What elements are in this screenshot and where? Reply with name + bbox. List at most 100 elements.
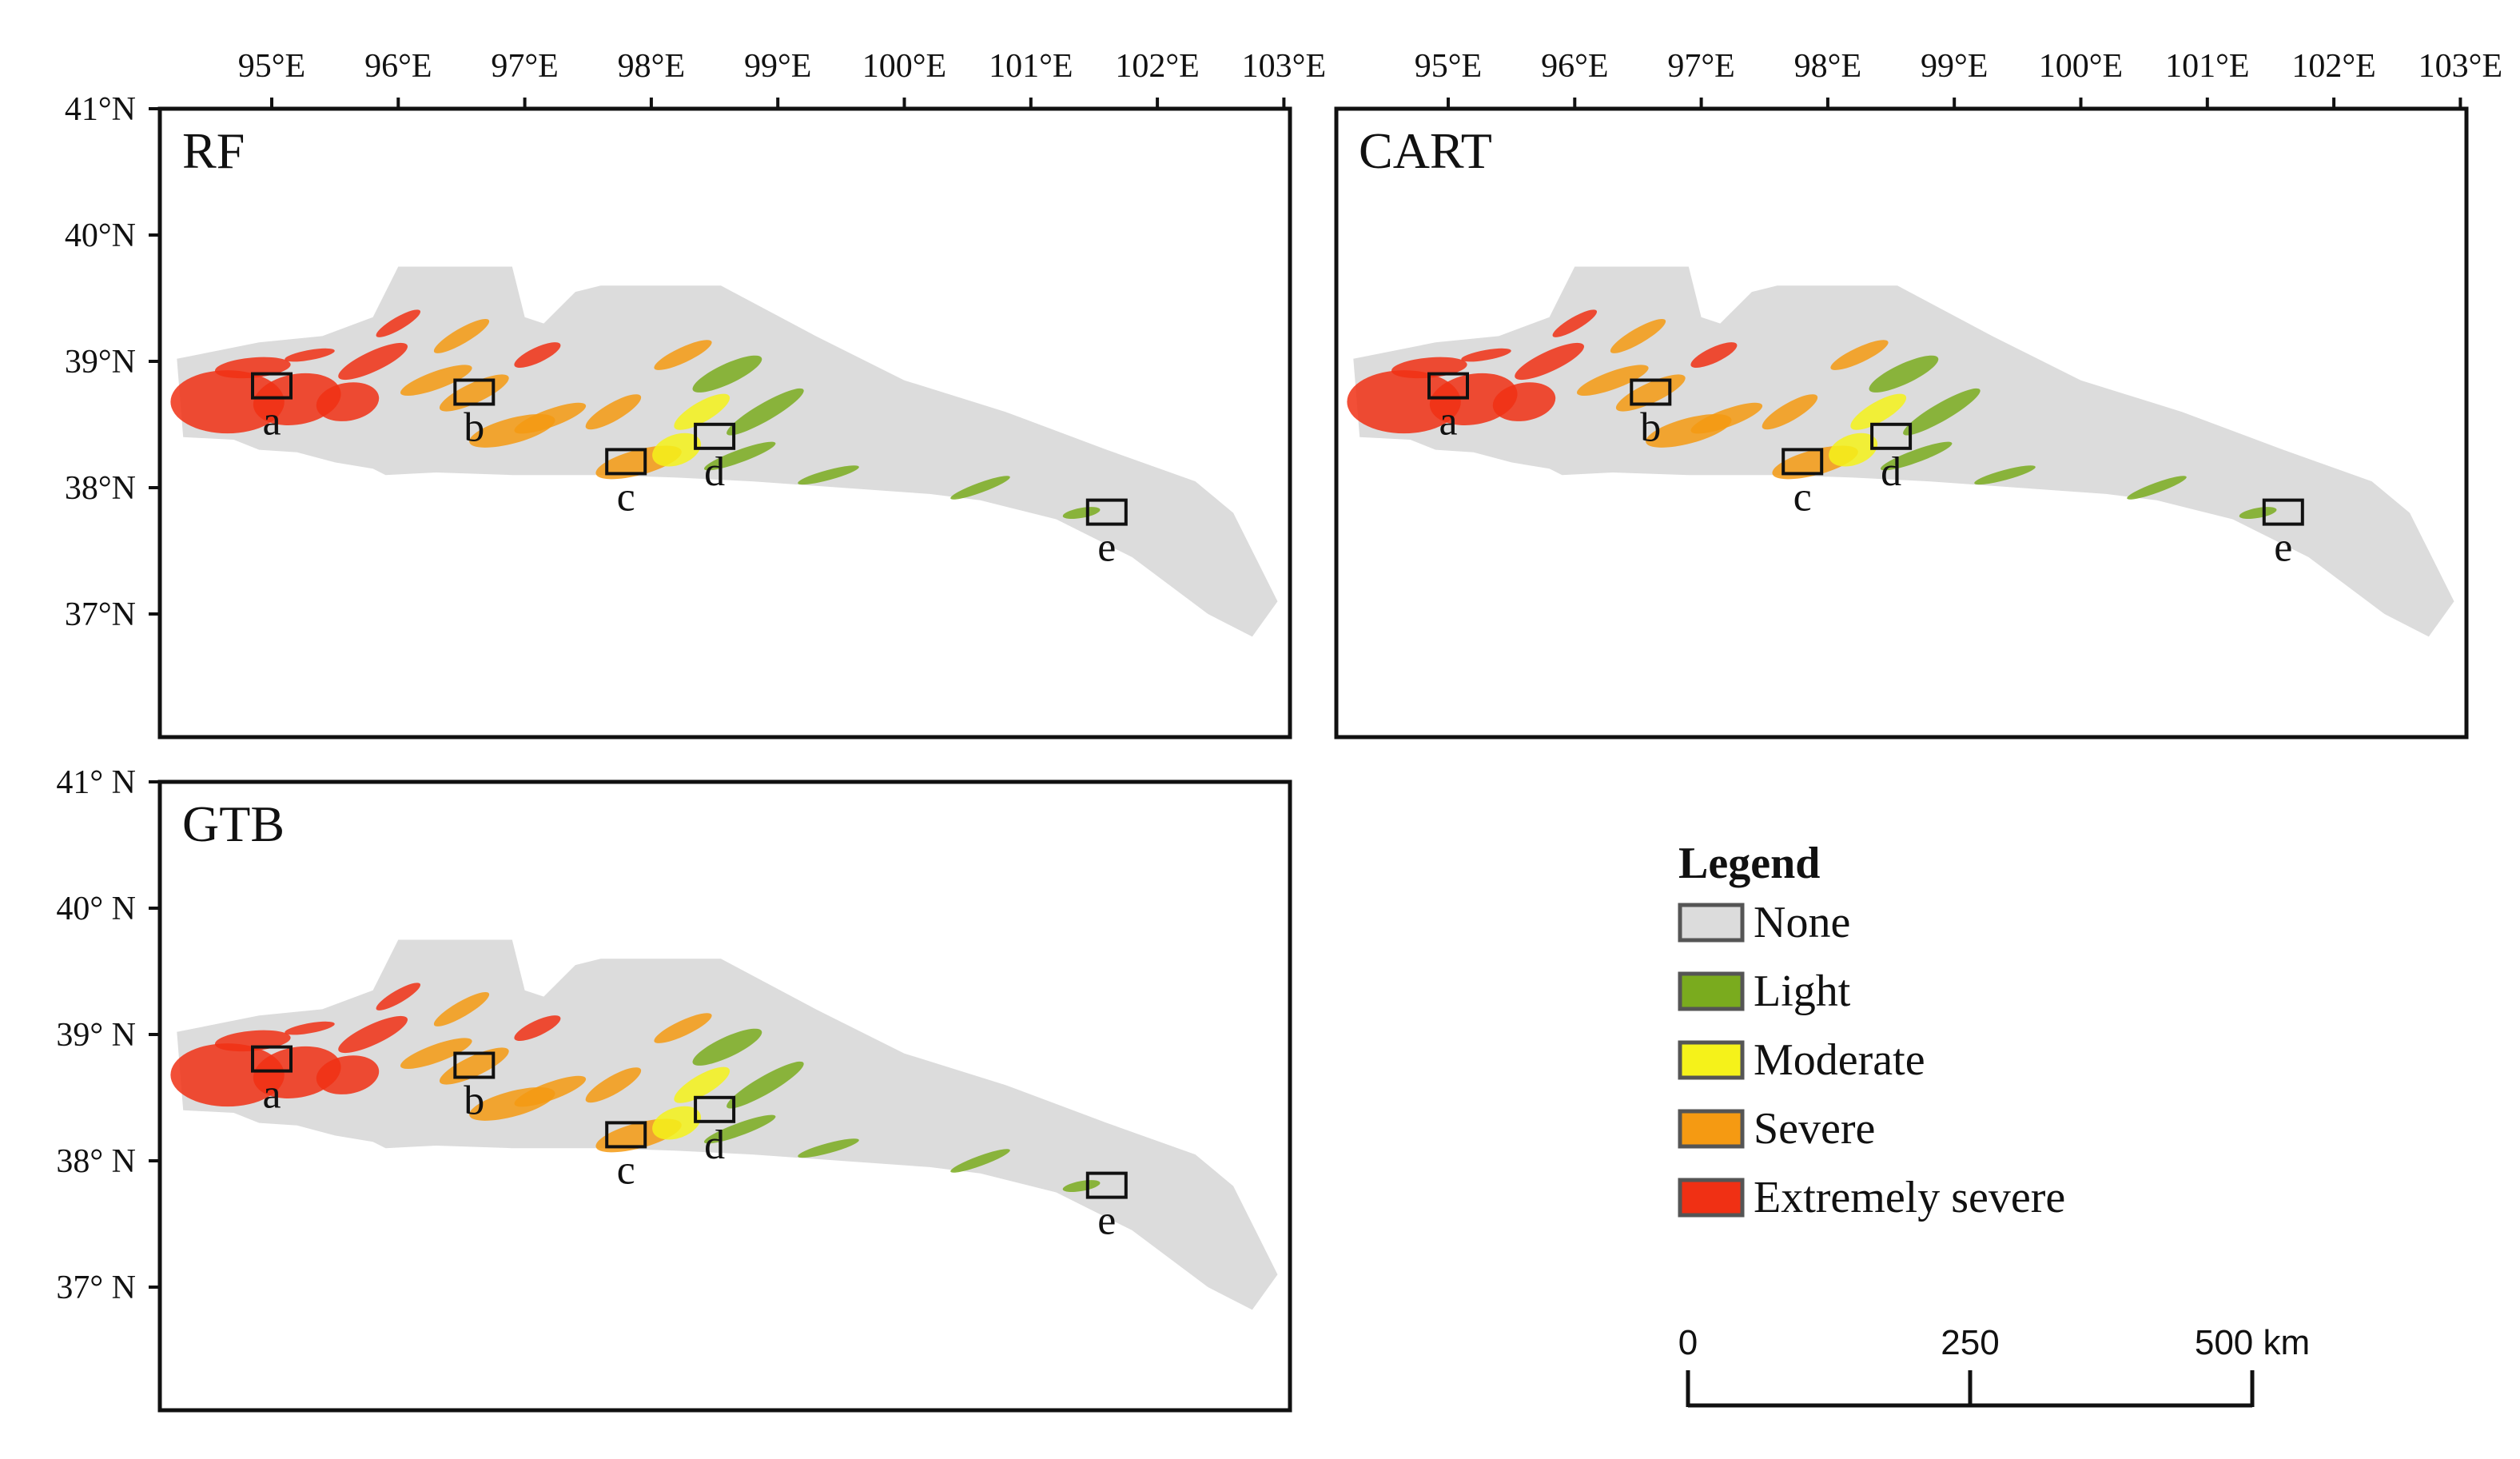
severity-patch [652, 1106, 702, 1140]
scale-label-500: 500 km [2195, 1323, 2310, 1362]
scale-bar: 0 250 500 km [1678, 1323, 2310, 1408]
study-area-outline [177, 939, 1278, 1310]
site-box-c [605, 1121, 647, 1149]
lat-tick-label: 38°N [65, 470, 136, 507]
severity-patch [1515, 342, 1584, 381]
severity-patch [433, 318, 490, 353]
severity-patch [798, 465, 859, 485]
site-box-b [453, 378, 496, 406]
map-panel-cart: 95°E 96°E 97°E 98°E 99°E 100°E 101°E 102°E 103°E… [1334, 48, 2502, 739]
lon-tick-label: 97°E [1667, 48, 1734, 85]
lon-tick-label: 103°E [1242, 48, 1326, 85]
site-label-e: e [1097, 1198, 1116, 1244]
severity-patch [514, 1075, 587, 1107]
site-label-a: a [262, 399, 281, 444]
severity-patch [1830, 340, 1889, 370]
severity-patch [674, 393, 731, 430]
lon-tick-label: 98°E [1794, 48, 1861, 85]
lon-tick-label: 100°E [2039, 48, 2123, 85]
severity-patch [727, 388, 804, 436]
severity-patch [400, 1038, 472, 1070]
severity-patch [1461, 348, 1511, 362]
site-box-e [2262, 498, 2304, 526]
site-label-c: c [617, 1147, 635, 1193]
legend-item-label: Moderate [1754, 1035, 1925, 1085]
severity-patch [692, 355, 762, 393]
severity-patch [376, 983, 421, 1011]
severity-patch [950, 1149, 1010, 1173]
lon-tick-label: 101°E [2165, 48, 2249, 85]
site-label-b: b [464, 1078, 484, 1124]
panel-frame [1334, 106, 2469, 739]
severity-patch [1610, 318, 1666, 353]
site-box-e [1085, 498, 1128, 526]
lon-axis-top: 95°E 96°E 97°E 98°E 99°E 100°E 101°E 102°E 103°E [238, 48, 1326, 109]
severity-patch [652, 433, 702, 467]
lon-tick-label: 103°E [2418, 48, 2502, 85]
site-label-d: d [704, 1122, 725, 1168]
scale-label-250: 250 [1941, 1323, 1999, 1362]
lat-tick-label: 40° N [56, 891, 136, 927]
severity-patch [514, 402, 587, 434]
severity-patch [439, 1047, 509, 1085]
severity-patch [170, 1043, 285, 1107]
site-label-c: c [1793, 474, 1812, 520]
site-label-e: e [1097, 525, 1116, 571]
study-area-map: a b c d e [1347, 266, 2454, 637]
site-box-a [1427, 372, 1469, 400]
legend-swatch [1678, 971, 1745, 1011]
severity-patch [674, 1066, 731, 1103]
site-label-c: c [617, 474, 635, 520]
severity-patch [316, 1055, 380, 1094]
severity-patch [1690, 402, 1763, 434]
legend-swatch [1678, 903, 1745, 943]
site-box-e [1085, 1171, 1128, 1199]
legend: Legend None Light Moderate Severe Extremely … [1678, 839, 2065, 1222]
lon-tick-label: 95°E [1415, 48, 1482, 85]
site-label-d: d [704, 449, 725, 495]
map-panel-gtb: 41° N 40° N 39° N 38° N 37° N a b c d e GTB [56, 764, 1292, 1413]
lat-tick-label: 39° N [56, 1017, 136, 1054]
site-label-a: a [262, 1072, 281, 1118]
severity-patch [376, 309, 421, 337]
site-label-d: d [1881, 449, 1901, 495]
severity-patch [1974, 465, 2036, 485]
lat-tick-label: 37°N [65, 596, 136, 633]
site-box-a [251, 372, 293, 400]
severity-patch [1577, 365, 1649, 397]
site-box-d [694, 1095, 736, 1123]
severity-patch [2239, 507, 2277, 520]
site-box-a [251, 1045, 293, 1073]
study-area-outline [1353, 266, 2454, 637]
site-box-c [605, 448, 647, 476]
legend-item-label: None [1754, 898, 1850, 947]
site-box-d [694, 422, 736, 450]
severity-patch [1615, 374, 1686, 412]
site-box-c [1782, 448, 1824, 476]
severity-patch [654, 1013, 712, 1043]
site-label-e: e [2274, 525, 2292, 571]
severity-patch [1690, 342, 1738, 369]
severity-patch [514, 342, 561, 369]
legend-title: Legend [1678, 839, 1820, 888]
severity-patch [585, 1067, 642, 1103]
site-label-b: b [464, 405, 484, 451]
severity-patch [654, 340, 712, 370]
severity-patch [1903, 388, 1981, 436]
severity-patch [585, 394, 642, 430]
severity-patch [1880, 441, 1953, 471]
lon-tick-label: 102°E [1115, 48, 1199, 85]
severity-patch [316, 382, 380, 421]
severity-patch [433, 991, 490, 1026]
legend-swatch [1678, 1109, 1745, 1149]
lon-axis-top: 95°E 96°E 97°E 98°E 99°E 100°E 101°E 102°E 103°E [1415, 48, 2502, 109]
severity-patch [798, 1138, 859, 1158]
lat-tick-label: 38° N [56, 1143, 136, 1180]
severity-patch [338, 342, 408, 381]
legend-item-label: Light [1754, 967, 1851, 1016]
panel-frame [157, 106, 1292, 739]
panel-frame [157, 779, 1292, 1413]
lon-tick-label: 99°E [1921, 48, 1988, 85]
lon-tick-label: 95°E [238, 48, 305, 85]
severity-patch [400, 365, 472, 397]
